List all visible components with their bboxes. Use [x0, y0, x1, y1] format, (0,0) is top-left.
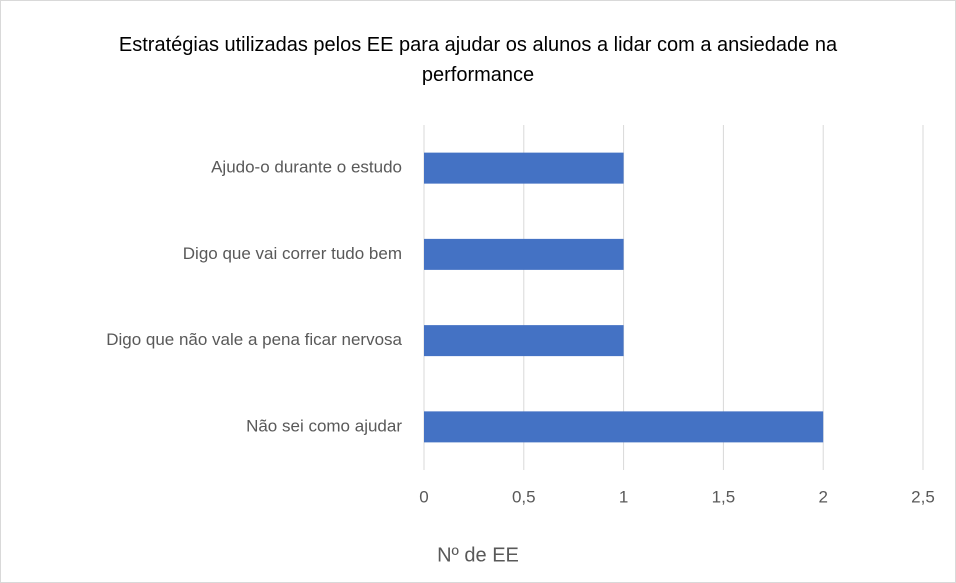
x-tick-label: 0: [419, 487, 428, 506]
bar: [424, 411, 824, 443]
x-tick-label: 0,5: [512, 487, 536, 506]
bar: [424, 238, 624, 270]
chart-title: Estratégias utilizadas pelos EE para aju…: [118, 34, 838, 86]
x-axis-title: Nº de EE: [437, 544, 519, 566]
y-tick-label: Digo que vai correr tudo bem: [183, 244, 402, 263]
bar: [424, 152, 624, 184]
y-tick-label: Não sei como ajudar: [246, 416, 402, 435]
y-tick-label: Digo que não vale a pena ficar nervosa: [106, 330, 402, 349]
x-tick-label: 2,5: [911, 487, 935, 506]
x-tick-label: 1,5: [712, 487, 736, 506]
x-tick-label: 2: [818, 487, 827, 506]
bar: [424, 325, 624, 357]
x-tick-label: 1: [619, 487, 628, 506]
y-tick-label: Ajudo-o durante o estudo: [211, 158, 402, 177]
